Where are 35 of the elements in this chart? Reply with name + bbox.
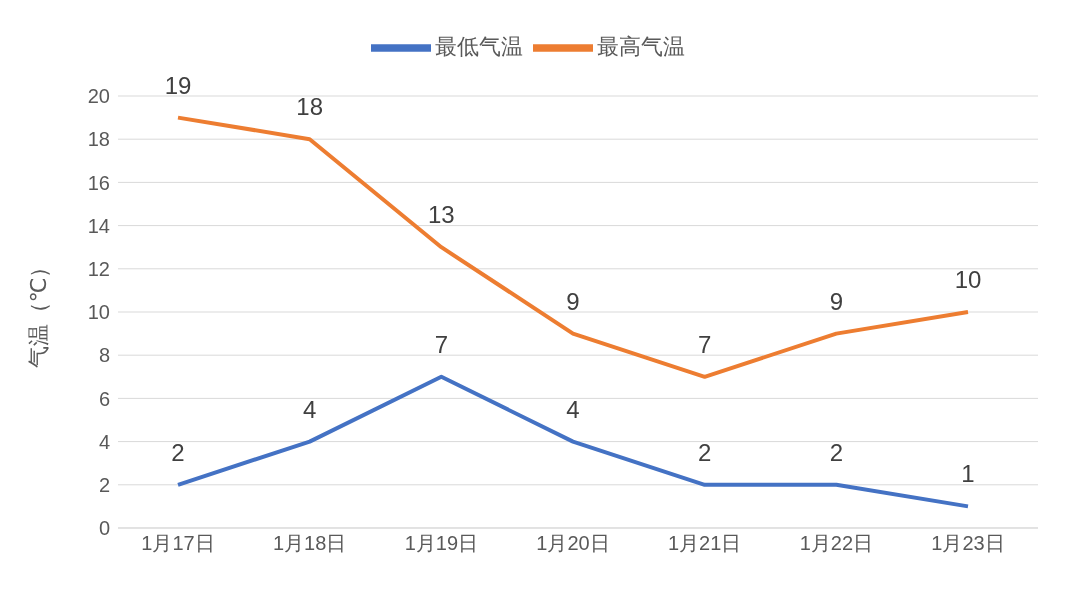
y-tick-label: 18 — [87, 128, 110, 151]
y-tick-label: 8 — [98, 344, 110, 367]
data-label: 9 — [829, 287, 844, 315]
x-tick-label: 1月21日 — [667, 532, 742, 555]
x-tick-label: 1月18日 — [272, 532, 347, 555]
data-label: 9 — [566, 287, 580, 315]
data-label: 19 — [164, 71, 192, 99]
x-tick-label: 1月19日 — [404, 532, 479, 555]
data-label: 4 — [566, 395, 580, 423]
y-tick-label: 6 — [98, 387, 110, 410]
data-label: 7 — [697, 330, 712, 358]
legend-label: 最低气温 — [435, 33, 523, 59]
y-tick-label: 0 — [98, 517, 110, 540]
data-label: 10 — [954, 266, 982, 293]
data-label: 1 — [961, 460, 975, 488]
x-tick-label: 1月17日 — [141, 532, 215, 555]
y-tick-label: 16 — [87, 171, 110, 194]
data-label: 7 — [434, 330, 449, 358]
x-tick-label: 1月23日 — [931, 532, 1005, 555]
data-label: 2 — [697, 438, 712, 466]
x-tick-label: 1月20日 — [536, 532, 610, 555]
data-label: 2 — [171, 438, 185, 466]
y-tick-label: 12 — [87, 257, 110, 280]
y-tick-label: 2 — [98, 473, 110, 496]
x-tick-label: 1月22日 — [799, 532, 874, 555]
data-label: 4 — [302, 395, 317, 423]
y-tick-label: 14 — [87, 214, 110, 237]
y-tick-label: 20 — [87, 85, 110, 108]
data-label: 2 — [829, 438, 844, 466]
y-tick-label: 10 — [87, 301, 110, 324]
data-label: 13 — [427, 201, 455, 229]
y-tick-label: 4 — [98, 430, 110, 453]
y-axis-title: 气温（℃） — [25, 255, 51, 369]
data-label: 18 — [296, 93, 324, 121]
legend-label: 最高气温 — [597, 33, 685, 59]
